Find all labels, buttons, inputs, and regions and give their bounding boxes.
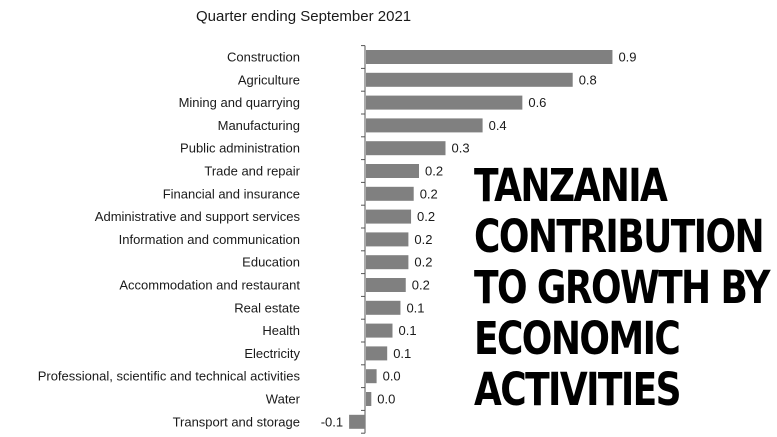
category-label: Financial and insurance bbox=[163, 186, 300, 201]
category-label: Accommodation and restaurant bbox=[119, 278, 300, 293]
value-label: 0.3 bbox=[452, 141, 470, 156]
bar bbox=[366, 255, 409, 270]
category-label: Professional, scientific and technical a… bbox=[38, 369, 301, 384]
value-label: 0.2 bbox=[414, 255, 432, 270]
category-label: Transport and storage bbox=[173, 414, 300, 429]
overlay-title-line: ACTIVITIES bbox=[474, 363, 682, 416]
bar bbox=[366, 369, 377, 384]
overlay-title: TANZANIA CONTRIBUTION TO GROWTH BY ECONO… bbox=[474, 159, 770, 416]
value-label: 0.0 bbox=[383, 369, 401, 384]
value-label: 0.1 bbox=[393, 346, 411, 361]
value-label: 0.1 bbox=[406, 300, 424, 315]
value-label: 0.0 bbox=[377, 392, 395, 407]
bar bbox=[366, 141, 446, 156]
value-label: 0.2 bbox=[412, 278, 430, 293]
bar bbox=[366, 300, 401, 315]
bar bbox=[366, 186, 414, 201]
bar bbox=[366, 164, 419, 178]
value-label: 0.2 bbox=[425, 164, 443, 179]
value-label: 0.4 bbox=[489, 118, 507, 133]
bar bbox=[366, 95, 523, 110]
bar bbox=[366, 232, 409, 247]
overlay-title-line: ECONOMIC bbox=[474, 312, 681, 365]
value-label: 0.6 bbox=[528, 95, 546, 110]
category-label: Water bbox=[266, 392, 301, 407]
category-label: Information and communication bbox=[119, 232, 300, 247]
overlay-title-line: TANZANIA bbox=[474, 159, 668, 212]
category-label: Electricity bbox=[244, 346, 300, 361]
value-label: 0.2 bbox=[414, 232, 432, 247]
bar bbox=[366, 209, 412, 224]
category-label: Public administration bbox=[180, 141, 300, 156]
overlay-title-line: CONTRIBUTION bbox=[474, 210, 765, 263]
bar bbox=[366, 118, 483, 133]
bar bbox=[366, 278, 406, 292]
value-label: 0.9 bbox=[618, 50, 636, 65]
value-label: 0.2 bbox=[417, 209, 435, 224]
category-label: Construction bbox=[227, 50, 300, 65]
bar bbox=[366, 346, 388, 361]
value-label: 0.1 bbox=[399, 323, 417, 338]
category-label: Agriculture bbox=[238, 72, 300, 87]
category-label: Health bbox=[262, 323, 300, 338]
category-label: Education bbox=[242, 255, 300, 270]
category-label: Mining and quarrying bbox=[179, 95, 300, 110]
overlay-title-line: TO GROWTH BY bbox=[474, 261, 770, 314]
bar bbox=[366, 392, 372, 406]
bar bbox=[349, 414, 365, 429]
category-label: Administrative and support services bbox=[95, 209, 301, 224]
category-label: Real estate bbox=[234, 300, 300, 315]
value-label: 0.2 bbox=[420, 186, 438, 201]
category-label: Manufacturing bbox=[218, 118, 300, 133]
value-label: -0.1 bbox=[321, 414, 343, 429]
bar bbox=[366, 50, 613, 64]
category-label: Trade and repair bbox=[204, 164, 300, 179]
bar bbox=[366, 323, 393, 338]
chart-subtitle: Quarter ending September 2021 bbox=[196, 8, 412, 25]
bar bbox=[366, 72, 573, 87]
value-label: 0.8 bbox=[579, 72, 597, 87]
